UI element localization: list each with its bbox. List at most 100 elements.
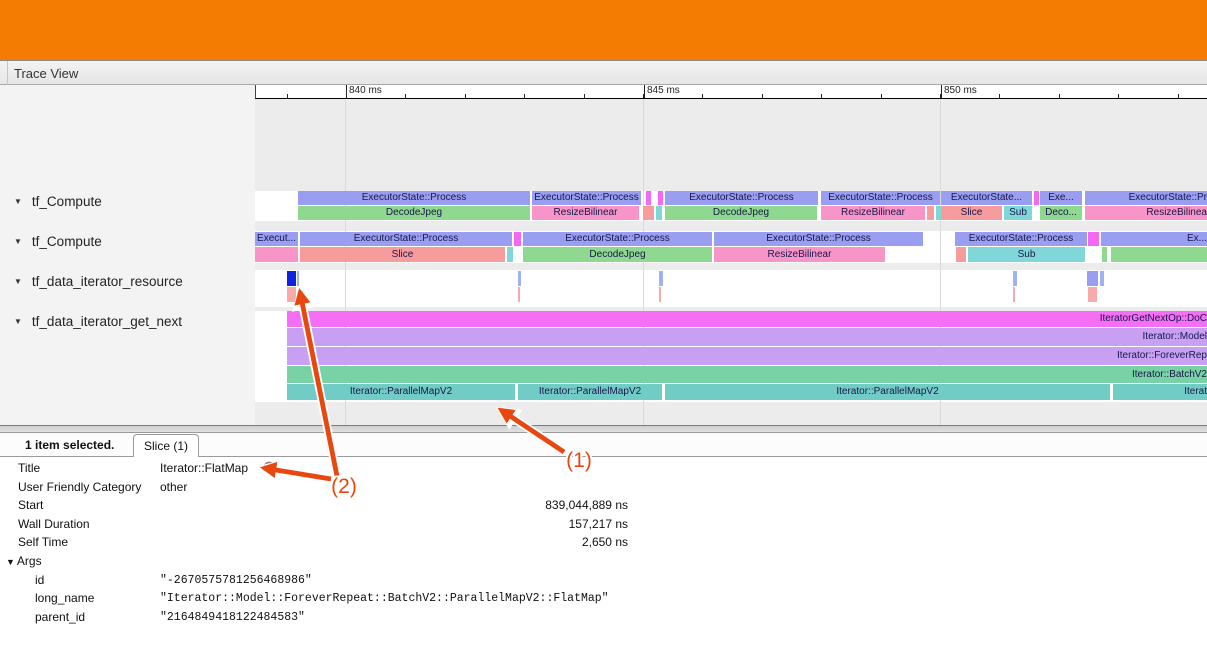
ruler-minor-tick bbox=[880, 94, 882, 98]
detail-row: Start 839,044,889 ns bbox=[0, 496, 1207, 515]
trace-slice[interactable]: ExecutorState::Process bbox=[714, 232, 923, 246]
collapse-triangle-icon[interactable]: ▼ bbox=[14, 196, 22, 206]
args-expander-icon[interactable]: ▼ bbox=[6, 556, 15, 567]
detail-row: Wall Duration 157,217 ns bbox=[0, 515, 1207, 534]
collapse-triangle-icon[interactable]: ▼ bbox=[14, 276, 22, 286]
detail-value: 2,650 ns bbox=[581, 535, 628, 550]
trace-slice[interactable]: Deco... bbox=[1040, 206, 1082, 220]
trace-slice-sliver[interactable] bbox=[518, 287, 520, 302]
trace-slice[interactable]: Iterator::ParallelMapV2 bbox=[518, 384, 662, 400]
ruler-major-tick bbox=[941, 85, 942, 98]
trace-slice[interactable]: ExecutorState::Process bbox=[665, 191, 818, 205]
ruler-minor-tick bbox=[1177, 94, 1179, 98]
ruler-minor-tick bbox=[702, 94, 704, 98]
sidebar-track-tf_Compute[interactable]: ▼ tf_Compute bbox=[14, 232, 102, 250]
trace-slice-sliver[interactable] bbox=[287, 287, 296, 302]
sidebar-track-tf_data_iterator_resource[interactable]: ▼ tf_data_iterator_resource bbox=[14, 272, 183, 290]
trace-slice-sliver[interactable] bbox=[1111, 247, 1207, 262]
trace-slice[interactable]: Ex... bbox=[1101, 232, 1207, 246]
trace-slice[interactable]: ExecutorState::Pr bbox=[1085, 191, 1207, 205]
timeline-gridline bbox=[643, 99, 644, 425]
trace-slice[interactable]: ExecutorState::Process bbox=[523, 232, 712, 246]
trace-slice[interactable]: DecodeJpeg bbox=[523, 247, 712, 262]
trace-slice[interactable]: Iterator::ForeverRep bbox=[287, 347, 1207, 365]
trace-slice-sliver[interactable] bbox=[643, 206, 654, 220]
trace-slice-sliver[interactable] bbox=[659, 271, 663, 286]
trace-slice[interactable]: Iterator::BatchV2 bbox=[287, 366, 1207, 383]
trace-slice[interactable]: ExecutorState::Process bbox=[955, 232, 1087, 246]
collapse-triangle-icon[interactable]: ▼ bbox=[14, 236, 22, 246]
trace-slice[interactable]: IteratorGetNextOp::DoC bbox=[287, 311, 1207, 327]
timeline-ruler[interactable]: 840 ms 845 ms 850 ms bbox=[255, 85, 1207, 99]
details-header: 1 item selected. Slice (1) bbox=[0, 433, 1207, 457]
detail-label: long_name bbox=[35, 591, 95, 606]
ruler-minor-tick bbox=[286, 94, 288, 98]
trace-slice[interactable]: ResizeBilinear bbox=[532, 206, 639, 220]
trace-slice-sliver[interactable] bbox=[659, 287, 661, 302]
trace-slice-sliver[interactable] bbox=[656, 206, 662, 220]
ruler-minor-tick bbox=[642, 94, 644, 98]
trace-slice[interactable]: DecodeJpeg bbox=[665, 206, 817, 220]
trace-slice-sliver[interactable] bbox=[646, 191, 651, 205]
trace-slice-sliver[interactable] bbox=[297, 271, 299, 286]
ruler-minor-tick bbox=[821, 94, 823, 98]
detail-row: User Friendly Category other bbox=[0, 478, 1207, 497]
trace-slice-sliver[interactable] bbox=[1088, 232, 1099, 246]
detail-value: 839,044,889 ns bbox=[545, 498, 628, 513]
trace-slice[interactable]: ResizeBilinear bbox=[714, 247, 885, 262]
trace-slice-sliver[interactable] bbox=[1013, 271, 1017, 286]
timeline-gridline bbox=[940, 99, 941, 425]
details-rows: Title Iterator::FlatMap User Friendly Cate… bbox=[0, 459, 1207, 626]
trace-slice[interactable]: ExecutorState::Process bbox=[298, 191, 530, 205]
trace-slice-sliver[interactable] bbox=[507, 247, 513, 262]
ruler-tick-label: 845 ms bbox=[647, 85, 680, 96]
trace-slice-sliver[interactable] bbox=[518, 271, 521, 286]
sidebar-track-tf_Compute[interactable]: ▼ tf_Compute bbox=[14, 192, 102, 210]
trace-slice[interactable]: Iterator::ParallelMapV2 bbox=[287, 384, 515, 400]
trace-slice[interactable]: Sub bbox=[1004, 206, 1032, 220]
trace-slice[interactable]: DecodeJpeg bbox=[298, 206, 530, 220]
track-label: tf_Compute bbox=[31, 233, 102, 249]
trace-slice[interactable]: Iterator::ParallelMapV2 bbox=[665, 384, 1110, 400]
ruler-minor-tick bbox=[583, 94, 585, 98]
details-panel: 1 item selected. Slice (1) Title Iterator… bbox=[0, 433, 1207, 664]
trace-stage: ExecutorState::Process ExecutorState::Pro… bbox=[0, 85, 1207, 425]
track-label: tf_data_iterator_get_next bbox=[31, 313, 183, 329]
trace-slice-sliver[interactable] bbox=[927, 206, 934, 220]
trace-slice[interactable]: ExecutorState... bbox=[941, 191, 1032, 205]
trace-slice[interactable]: ExecutorState::Process bbox=[300, 232, 512, 246]
trace-slice[interactable]: Slice bbox=[300, 247, 505, 262]
trace-slice-sliver[interactable] bbox=[1088, 287, 1097, 302]
trace-slice-sliver[interactable] bbox=[1100, 271, 1104, 286]
trace-slice[interactable]: ResizeBilinea bbox=[1085, 206, 1207, 220]
trace-slice[interactable]: Execut... bbox=[255, 232, 298, 246]
trace-slice[interactable]: Slice bbox=[941, 206, 1002, 220]
sidebar-track-tf_data_iterator_get_next[interactable]: ▼ tf_data_iterator_get_next bbox=[14, 312, 182, 330]
trace-slice[interactable]: ExecutorState::Process bbox=[532, 191, 641, 205]
trace-slice[interactable]: Iterat bbox=[1113, 384, 1207, 400]
trace-slice-sliver[interactable] bbox=[255, 247, 298, 262]
trace-slice-sliver[interactable] bbox=[1013, 287, 1015, 302]
trace-slice-sliver[interactable] bbox=[1034, 191, 1039, 205]
trace-slice[interactable]: ExecutorState::Process bbox=[821, 191, 940, 205]
trace-slice[interactable]: Iterator::Model bbox=[287, 328, 1207, 346]
trace-slice-sliver[interactable] bbox=[514, 232, 521, 246]
panel-splitter[interactable] bbox=[0, 425, 1207, 433]
trace-slice-sliver[interactable] bbox=[658, 191, 663, 205]
detail-value: "Iterator::Model::ForeverRepeat::BatchV2… bbox=[160, 592, 609, 606]
trace-slice[interactable]: Exe... bbox=[1040, 191, 1082, 205]
timeline-canvas[interactable]: ExecutorState::Process ExecutorState::Pro… bbox=[255, 99, 1207, 425]
track-background bbox=[255, 270, 1207, 307]
trace-slice[interactable]: Sub bbox=[968, 247, 1085, 262]
collapse-triangle-icon[interactable]: ▼ bbox=[14, 316, 22, 326]
trace-slice[interactable]: ResizeBilinear bbox=[821, 206, 925, 220]
trace-slice-sliver[interactable] bbox=[1087, 271, 1098, 286]
trace-slice-sliver[interactable] bbox=[956, 247, 966, 262]
trace-slice-sliver[interactable] bbox=[936, 206, 941, 220]
trace-slice-sliver[interactable] bbox=[287, 271, 296, 286]
trace-slice-sliver[interactable] bbox=[1102, 247, 1107, 262]
track-label: tf_data_iterator_resource bbox=[31, 273, 183, 289]
detail-label: Self Time bbox=[18, 535, 69, 550]
tab-slice[interactable]: Slice (1) bbox=[133, 434, 200, 457]
detail-label: User Friendly Category bbox=[18, 479, 142, 494]
